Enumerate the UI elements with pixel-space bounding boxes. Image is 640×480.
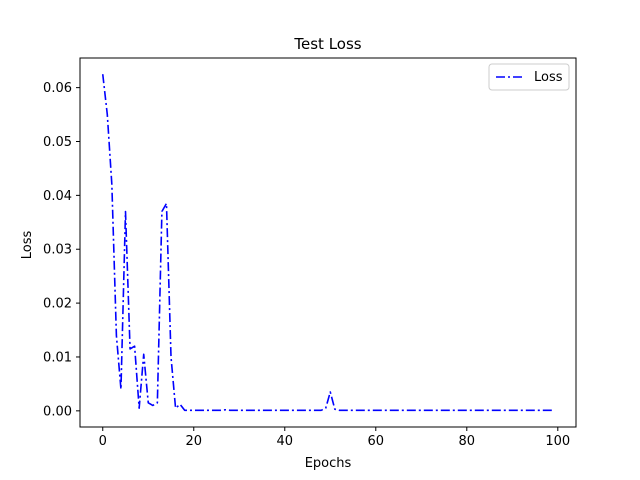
x-axis-ticks: 0 20 40 60 80 100 xyxy=(99,427,570,449)
x-tick-label: 80 xyxy=(459,434,476,449)
y-tick-label: 0.04 xyxy=(43,189,72,204)
x-tick-label: 0 xyxy=(99,434,107,449)
legend-label-loss: Loss xyxy=(534,70,563,85)
plot-area xyxy=(79,57,577,428)
x-axis-label: Epochs xyxy=(305,456,352,471)
y-tick-label: 0.01 xyxy=(43,350,72,365)
y-axis-ticks: 0.00 0.01 0.02 0.03 0.04 0.05 0.06 xyxy=(43,81,80,419)
chart-title: Test Loss xyxy=(293,35,361,53)
axes-frame xyxy=(79,57,577,428)
y-tick-label: 0.00 xyxy=(43,404,72,419)
legend-box xyxy=(488,63,570,91)
y-axis-label: Loss xyxy=(20,231,35,260)
series-line-loss xyxy=(101,74,554,412)
legend: Loss xyxy=(488,63,570,91)
y-tick-label: 0.05 xyxy=(43,135,72,150)
y-tick-label: 0.02 xyxy=(43,297,72,312)
x-tick-label: 100 xyxy=(545,434,570,449)
x-tick-label: 60 xyxy=(368,434,385,449)
x-tick-label: 20 xyxy=(185,434,202,449)
y-tick-label: 0.06 xyxy=(43,81,72,96)
x-tick-label: 40 xyxy=(276,434,293,449)
y-tick-label: 0.03 xyxy=(43,243,72,258)
